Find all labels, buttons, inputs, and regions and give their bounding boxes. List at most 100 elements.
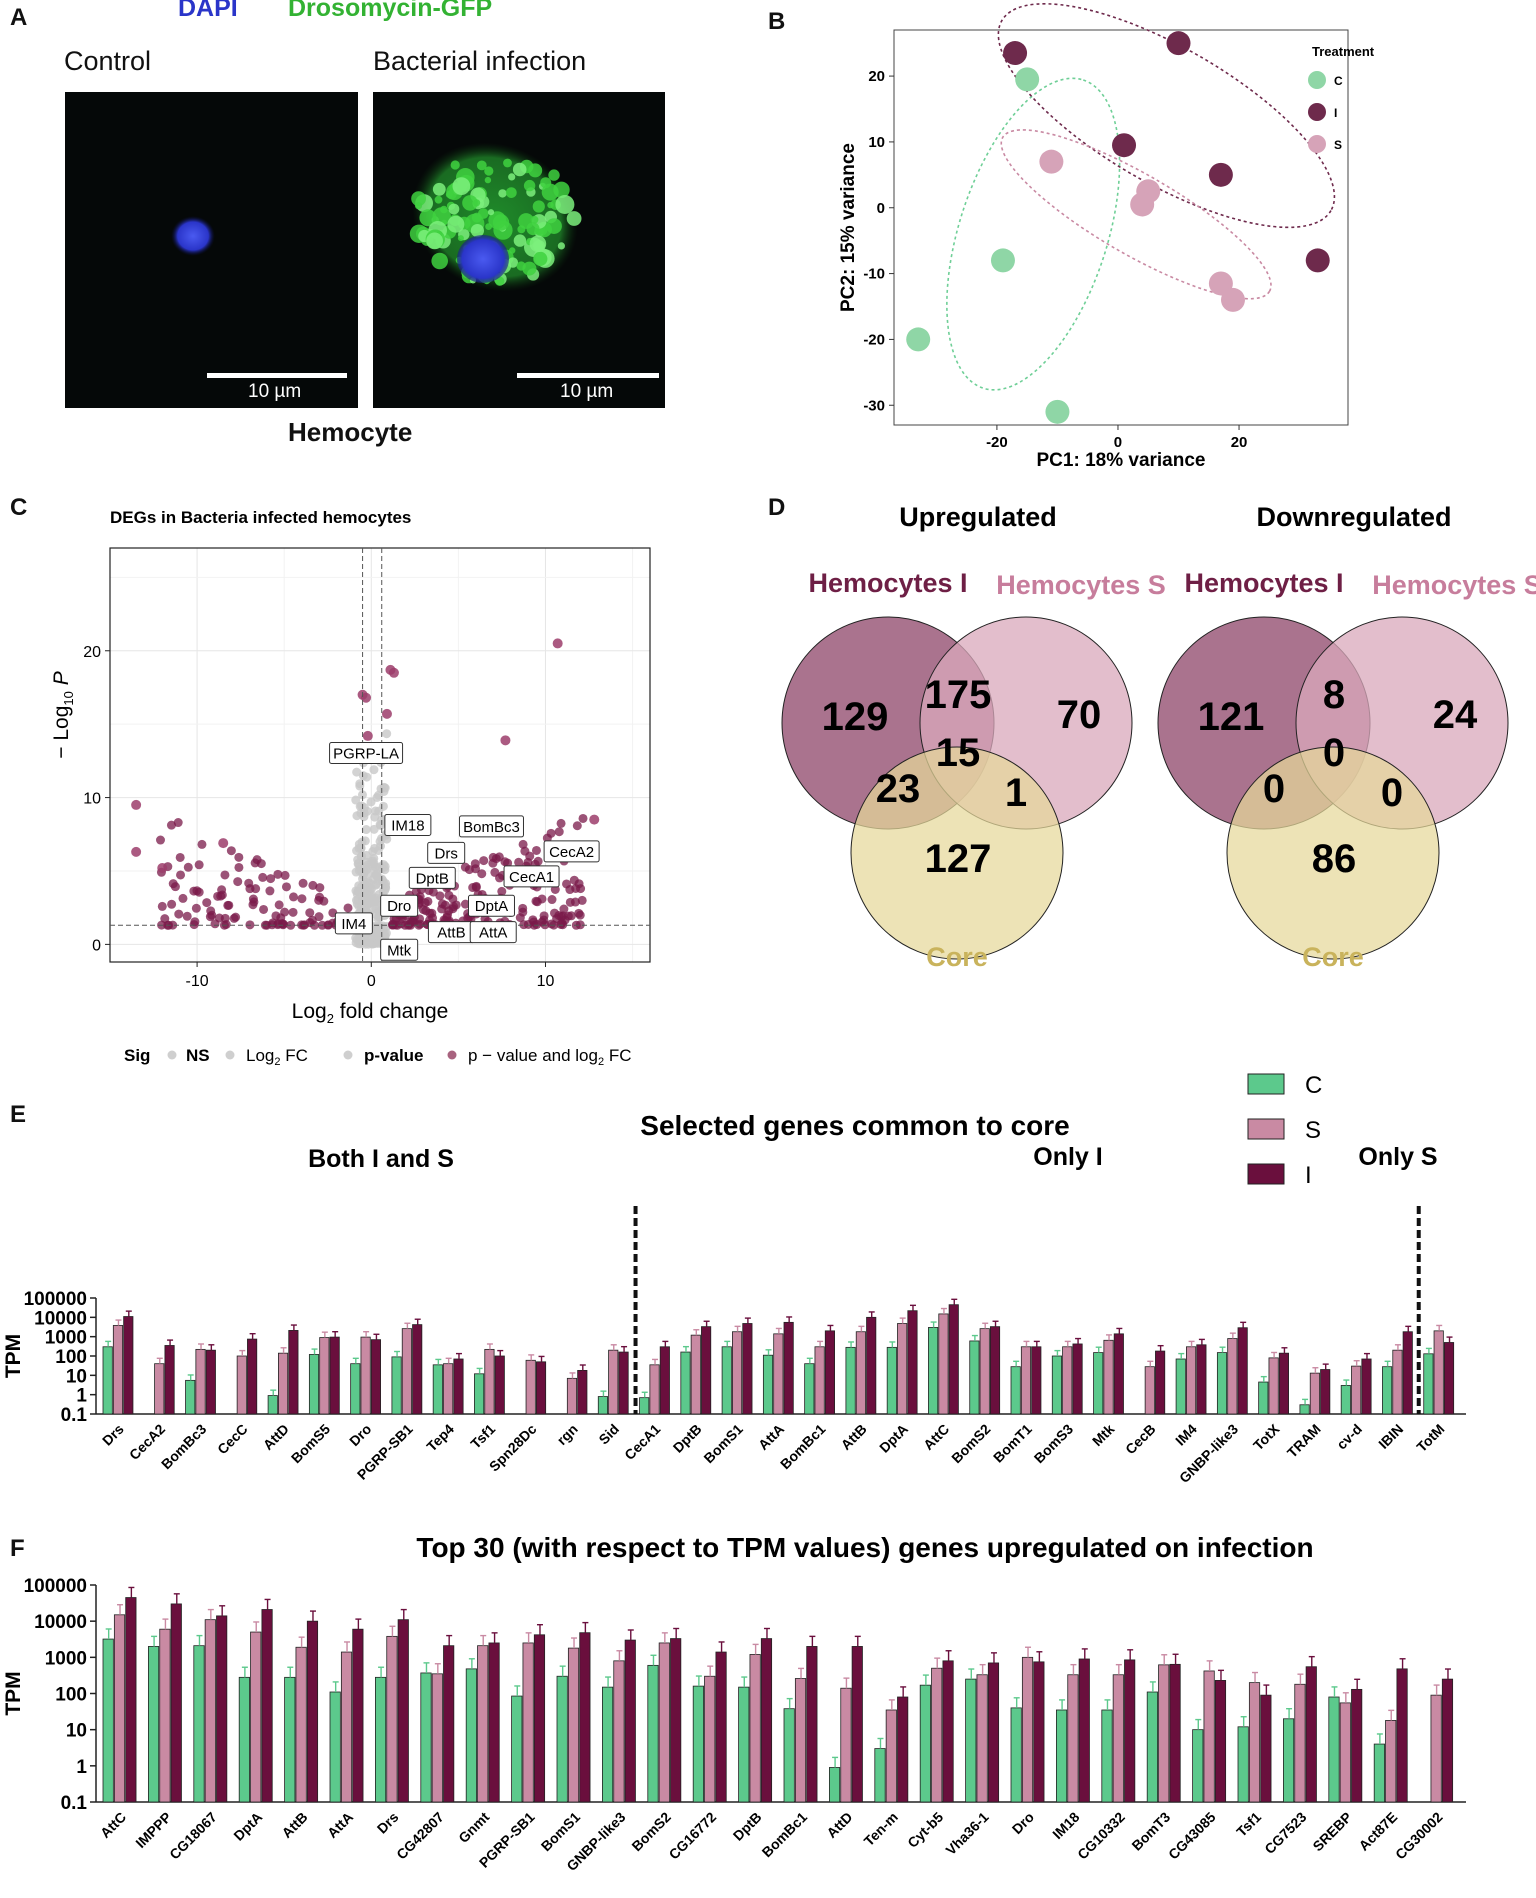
sig-point <box>550 908 560 918</box>
bar-c <box>391 1356 402 1415</box>
bar-s <box>1203 1670 1215 1803</box>
bar-s <box>431 1673 443 1803</box>
bar-s <box>1062 1346 1073 1415</box>
sig-point <box>589 814 600 825</box>
hemocyte-caption: Hemocyte <box>288 417 413 447</box>
bar-s <box>938 1313 949 1415</box>
gfp-granule <box>447 215 465 233</box>
y-tick-label: 100000 <box>24 1576 87 1597</box>
gene-label: Drs <box>435 845 458 862</box>
bar-i <box>329 1336 340 1415</box>
bar-s <box>1103 1339 1114 1415</box>
category-label: cv-d <box>1333 1421 1365 1453</box>
gfp-granule <box>533 251 548 266</box>
category-label: AttD <box>260 1421 292 1453</box>
bar-c <box>762 1354 774 1415</box>
bar-c <box>1093 1352 1104 1415</box>
bar-s <box>773 1333 784 1415</box>
category-label: CG42807 <box>393 1809 447 1863</box>
y-tick-label: 1000 <box>45 1328 87 1349</box>
gene-label-box <box>334 912 373 935</box>
legend-label-c: C <box>1305 1072 1322 1099</box>
chart-title: Selected genes common to core <box>640 1110 1069 1141</box>
gfp-granule <box>470 224 484 238</box>
category-label: SREBP <box>1309 1809 1354 1854</box>
bar-s <box>1385 1720 1397 1803</box>
gfp-granule <box>419 209 437 227</box>
gene-label-box <box>380 938 419 961</box>
bar-i <box>624 1639 636 1803</box>
ns-point <box>361 825 371 835</box>
bar-c <box>886 1346 897 1415</box>
bar-c <box>1283 1718 1295 1803</box>
sig-point <box>423 896 433 906</box>
bar-i <box>577 1369 588 1415</box>
legend-label-i: I <box>1334 106 1337 120</box>
pca-point-i <box>1003 41 1028 66</box>
bar-s <box>1268 1357 1279 1415</box>
ns-point <box>362 772 372 782</box>
y-tick-label: 1000 <box>45 1648 87 1669</box>
sig-point <box>226 846 236 856</box>
bar-s <box>732 1331 743 1415</box>
bar-i <box>288 1330 299 1415</box>
category-label: Dro <box>1009 1809 1037 1837</box>
gene-label: Mtk <box>387 942 412 959</box>
bar-s <box>749 1654 761 1803</box>
gfp-granule <box>462 195 478 211</box>
bar-i <box>1033 1661 1045 1803</box>
bar-i <box>164 1345 175 1415</box>
bar-s <box>704 1675 716 1803</box>
category-label: Sid <box>595 1421 622 1448</box>
bar-c <box>1101 1709 1113 1803</box>
ns-point <box>362 857 372 867</box>
up-core-label: Core <box>926 942 988 972</box>
gfp-granule <box>445 190 453 199</box>
category-label: IMPPP <box>132 1809 174 1851</box>
sig-point <box>298 878 308 888</box>
bar-s <box>885 1709 897 1803</box>
bar-c <box>738 1686 750 1803</box>
sig-point <box>305 908 315 918</box>
bar-s <box>976 1674 988 1803</box>
top30-genes-bar-chart: 100000 10000 1000 100 10 1 0.1 TPM AttC IMPPPCG18… <box>2 1532 1466 1874</box>
sig-point <box>558 920 568 930</box>
up-set-s-label: Hemocytes S <box>996 570 1166 600</box>
category-label: AttC <box>97 1809 129 1841</box>
ns-point <box>352 767 362 777</box>
bar-s <box>1392 1349 1403 1415</box>
y-tick-label: 100 <box>55 1347 87 1368</box>
bar-c <box>928 1327 939 1415</box>
sig-point <box>497 886 507 896</box>
sig-point <box>155 835 165 845</box>
ns-point <box>368 846 378 856</box>
bar-c <box>1216 1352 1228 1415</box>
bar-i <box>1351 1688 1363 1803</box>
sig-point <box>280 870 290 880</box>
bar-i <box>370 1339 381 1415</box>
sig-point <box>572 821 582 831</box>
bar-i <box>1305 1666 1317 1803</box>
sig-point <box>229 913 239 923</box>
category-label: BomT1 <box>990 1421 1035 1466</box>
y-axis-label: TPM <box>2 1671 25 1715</box>
sig-point <box>385 664 396 675</box>
bar-s <box>1020 1346 1032 1415</box>
gene-label-box <box>458 815 524 838</box>
bar-i <box>306 1620 319 1803</box>
category-label: AttA <box>324 1809 356 1841</box>
sig-point <box>280 907 290 917</box>
sig-point <box>167 899 177 909</box>
bar-i <box>205 1349 216 1415</box>
category-label: CG43085 <box>1165 1809 1219 1863</box>
ns-point <box>357 790 367 800</box>
legend-both-dot <box>447 1050 457 1060</box>
category-label: CecB <box>1122 1421 1159 1458</box>
sig-point <box>168 920 178 930</box>
gene-label: AttB <box>437 925 465 942</box>
bar-i <box>247 1338 258 1415</box>
category-label: BomS2 <box>628 1809 674 1855</box>
category-label: CG18067 <box>166 1809 220 1863</box>
ns-point <box>366 933 376 943</box>
down-circle-core <box>1226 746 1440 960</box>
